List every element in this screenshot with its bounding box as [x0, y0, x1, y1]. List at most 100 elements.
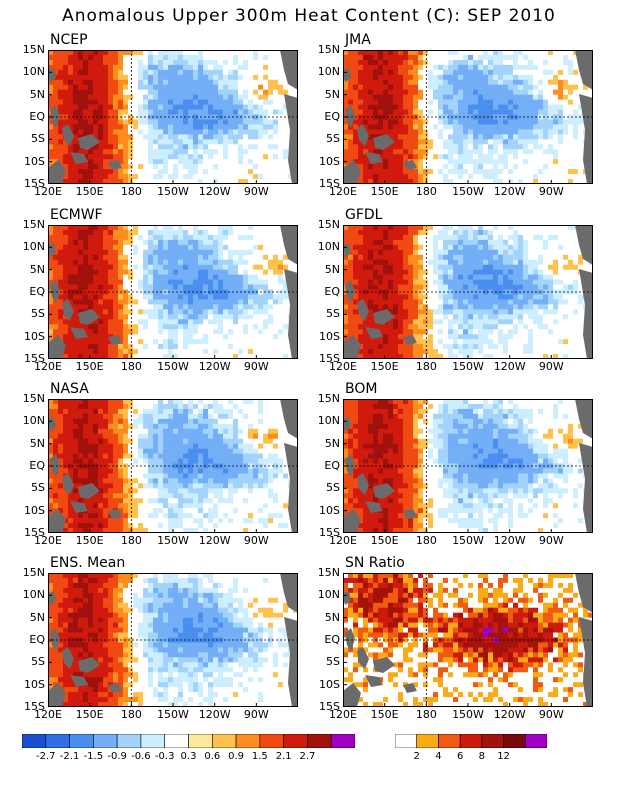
lat-tick-label: 15N — [22, 392, 45, 405]
colorbar-swatch — [140, 733, 166, 749]
lon-tick-label: 120E — [329, 534, 357, 547]
lon-tick-label: 150W — [452, 708, 484, 721]
colorbar-tick-label: 2.7 — [299, 751, 316, 762]
map-panel-gfdl — [343, 225, 593, 367]
panel-title: ECMWF — [50, 207, 103, 223]
lat-tick-label: 5S — [326, 307, 340, 321]
lat-tick-label: 15N — [317, 43, 340, 56]
lon-tick-label: 90W — [538, 534, 564, 547]
colorbar-tick-label: -2.7 — [36, 751, 56, 762]
colorbar-swatch — [116, 733, 142, 749]
land-mask — [343, 399, 593, 533]
colorbar-tick-label: -1.5 — [83, 751, 104, 762]
lon-tick-label: 120E — [34, 185, 62, 198]
colorbar-tick-label: 2 — [413, 751, 420, 762]
lat-tick-label: 15S — [24, 352, 45, 365]
lon-tick-label: 150E — [370, 534, 399, 547]
lat-tick-label: 15N — [317, 218, 340, 231]
map-panel-sn-ratio — [343, 573, 593, 715]
map-panel-jma — [343, 50, 593, 192]
colorbar-swatch — [235, 733, 261, 749]
panel-title: BOM — [345, 381, 378, 397]
lon-tick-label: 150E — [370, 360, 399, 373]
map-panel-nasa — [48, 399, 298, 541]
lat-tick-label: 15S — [24, 526, 45, 539]
lon-tick-label: 150W — [452, 185, 484, 198]
lat-tick-label: 5N — [29, 610, 45, 624]
lat-tick-label: 10N — [22, 65, 45, 79]
lat-tick-label: 5N — [29, 436, 45, 450]
lat-tick-label: 10S — [319, 329, 340, 343]
lat-tick-label: 5N — [324, 436, 340, 450]
lat-tick-label: 10S — [319, 503, 340, 517]
lat-tick-label: 10N — [22, 414, 45, 428]
lat-tick-label: 5N — [29, 87, 45, 101]
land-mask — [343, 50, 593, 184]
lat-tick-label: 5S — [31, 132, 45, 146]
contour-map — [48, 50, 298, 184]
colorbar-swatch — [459, 733, 483, 749]
lon-tick-label: 180 — [415, 360, 437, 373]
colorbar-swatch — [503, 733, 526, 749]
land-mask — [48, 225, 298, 359]
lon-tick-label: 90W — [243, 360, 269, 373]
colorbar-swatch — [524, 733, 548, 749]
colorbar-tick-label: -0.9 — [107, 751, 127, 762]
colorbar-swatch — [69, 733, 94, 749]
land-mask — [343, 225, 593, 359]
lon-tick-label: 120E — [329, 708, 357, 721]
lon-tick-label: 90W — [538, 185, 564, 198]
figure-title: Anomalous Upper 300m Heat Content (C): S… — [62, 6, 556, 26]
lon-tick-label: 150E — [370, 708, 399, 721]
lat-tick-label: 15N — [317, 566, 340, 579]
colorbar-swatch — [394, 733, 418, 749]
lat-tick-label: 10N — [22, 588, 45, 602]
lat-tick-label: 15S — [319, 177, 340, 190]
colorbar-swatch — [211, 733, 237, 749]
lon-tick-label: 120W — [198, 185, 231, 198]
lat-tick-label: 15S — [319, 352, 340, 365]
lat-tick-label: 15S — [319, 700, 340, 713]
lon-tick-label: 120E — [34, 708, 62, 721]
lon-tick-label: 120W — [198, 534, 231, 547]
lat-tick-label: 15S — [24, 700, 45, 713]
lon-tick-label: 180 — [415, 185, 437, 198]
colorbar-swatch — [330, 733, 356, 749]
lat-tick-label: 5N — [29, 262, 45, 276]
lat-tick-label: 10N — [22, 240, 45, 254]
lat-tick-label: EQ — [29, 459, 45, 472]
colorbar-tick-label: 12 — [497, 751, 510, 762]
lon-tick-label: 120W — [493, 534, 526, 547]
lon-tick-label: 180 — [120, 360, 142, 373]
lat-tick-label: 10S — [24, 677, 45, 691]
lon-tick-label: 180 — [415, 708, 437, 721]
lon-tick-label: 120E — [329, 360, 357, 373]
land-mask — [48, 50, 298, 184]
panel-title: ENS. Mean — [50, 555, 126, 571]
panel-title: GFDL — [345, 207, 383, 223]
panel-title: JMA — [345, 32, 371, 48]
lat-tick-label: 10S — [319, 154, 340, 168]
lon-tick-label: 150E — [370, 185, 399, 198]
lon-tick-label: 90W — [243, 185, 269, 198]
colorbar-tick-label: -2.1 — [59, 751, 80, 762]
contour-map — [343, 573, 593, 707]
lon-tick-label: 150W — [157, 534, 189, 547]
map-panel-bom — [343, 399, 593, 541]
colorbar-swatch — [438, 733, 461, 749]
panel-title: NCEP — [50, 32, 88, 48]
lon-tick-label: 120E — [34, 360, 62, 373]
colorbar-tick-label: 2.1 — [275, 751, 292, 762]
lon-tick-label: 180 — [120, 534, 142, 547]
lon-tick-label: 150E — [75, 185, 104, 198]
colorbar-tick-label: 6 — [456, 751, 464, 762]
lon-tick-label: 180 — [120, 185, 142, 198]
map-panel-ecmwf — [48, 225, 298, 367]
lat-tick-label: 15S — [319, 526, 340, 539]
anomaly-colorbar — [21, 733, 356, 749]
colorbar-swatch — [307, 733, 332, 749]
lat-tick-label: 5N — [324, 610, 340, 624]
lat-tick-label: 10S — [24, 154, 45, 168]
lat-tick-label: 15N — [22, 43, 45, 56]
colorbar-tick-label: 1.5 — [251, 751, 268, 762]
